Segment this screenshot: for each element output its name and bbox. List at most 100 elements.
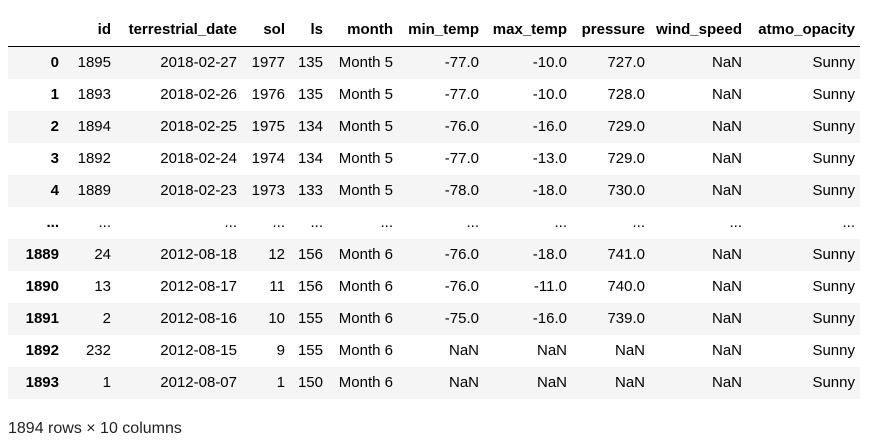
- cell-min-temp: -76.0: [444, 118, 479, 135]
- cell-max-temp: -10.0: [532, 54, 567, 71]
- cell-ls: 135: [297, 86, 323, 103]
- cell-max-temp: -16.0: [532, 118, 567, 135]
- cell-min-temp: NaN: [448, 342, 479, 359]
- cell-terrestrial-date: ...: [224, 214, 237, 231]
- cell-max-temp: -10.0: [532, 86, 567, 103]
- column-header-index: [8, 14, 64, 47]
- row-index: 1893: [25, 374, 59, 391]
- cell-ls: 134: [297, 150, 323, 167]
- row-index: 1890: [25, 278, 59, 295]
- cell-wind-speed: NaN: [711, 278, 742, 295]
- cell-wind-speed: NaN: [711, 86, 742, 103]
- cell-month: Month 5: [338, 118, 393, 135]
- cell-max-temp: NaN: [536, 342, 567, 359]
- cell-pressure: 728.0: [607, 86, 645, 103]
- table-row: 1892 232 2012-08-15 9 155 Month 6 NaN NaN NaN NaN…: [8, 335, 860, 367]
- cell-atmo-opacity: ...: [842, 214, 855, 231]
- cell-pressure: 730.0: [607, 182, 645, 199]
- column-header-pressure: pressure: [572, 14, 650, 47]
- table-header: id terrestrial_date sol ls month min_temp max_…: [8, 14, 860, 47]
- cell-terrestrial-date: 2018-02-23: [160, 182, 237, 199]
- table-row: 4 1889 2018-02-23 1973 133 Month 5 -78.0 -18.0 7…: [8, 175, 860, 207]
- cell-wind-speed: NaN: [711, 246, 742, 263]
- cell-atmo-opacity: Sunny: [812, 246, 855, 263]
- column-header-terrestrial-date: terrestrial_date: [116, 14, 242, 47]
- column-header-sol: sol: [242, 14, 290, 47]
- row-index: 1891: [25, 310, 59, 327]
- cell-atmo-opacity: Sunny: [812, 150, 855, 167]
- cell-min-temp: -76.0: [444, 278, 479, 295]
- cell-month: Month 5: [338, 150, 393, 167]
- cell-wind-speed: NaN: [711, 342, 742, 359]
- cell-pressure: ...: [632, 214, 645, 231]
- row-index: 1889: [25, 246, 59, 263]
- cell-id: 1894: [77, 118, 111, 135]
- cell-sol: 1975: [251, 118, 285, 135]
- cell-min-temp: -77.0: [444, 86, 479, 103]
- row-index: 2: [50, 118, 59, 135]
- header-row: id terrestrial_date sol ls month min_temp max_…: [8, 14, 860, 47]
- cell-sol: 1: [276, 374, 285, 391]
- table-row: 0 1895 2018-02-27 1977 135 Month 5 -77.0 -10.0 7…: [8, 46, 860, 79]
- cell-id: 1895: [77, 54, 111, 71]
- cell-month: Month 6: [338, 278, 393, 295]
- cell-id: 1: [102, 374, 111, 391]
- cell-terrestrial-date: 2012-08-15: [160, 342, 237, 359]
- cell-sol: 11: [269, 278, 285, 295]
- cell-id: 232: [85, 342, 111, 359]
- cell-id: 2: [102, 310, 111, 327]
- cell-atmo-opacity: Sunny: [812, 86, 855, 103]
- cell-atmo-opacity: Sunny: [812, 310, 855, 327]
- cell-atmo-opacity: Sunny: [812, 118, 855, 135]
- cell-atmo-opacity: Sunny: [812, 54, 855, 71]
- cell-sol: ...: [272, 214, 285, 231]
- column-header-max-temp: max_temp: [484, 14, 572, 47]
- cell-id: 1892: [77, 150, 111, 167]
- cell-pressure: 740.0: [607, 278, 645, 295]
- cell-ls: 133: [297, 182, 323, 199]
- cell-atmo-opacity: Sunny: [812, 374, 855, 391]
- cell-id: 1893: [77, 86, 111, 103]
- column-header-wind-speed: wind_speed: [650, 14, 747, 47]
- row-index: 4: [50, 182, 59, 199]
- table-row: .................................: [8, 207, 860, 239]
- cell-sol: 1977: [251, 54, 285, 71]
- table-row: 3 1892 2018-02-24 1974 134 Month 5 -77.0 -13.0 7…: [8, 143, 860, 175]
- cell-min-temp: -77.0: [444, 54, 479, 71]
- cell-month: Month 6: [338, 342, 393, 359]
- table-row: 1 1893 2018-02-26 1976 135 Month 5 -77.0 -10.0 7…: [8, 79, 860, 111]
- cell-ls: 155: [297, 342, 323, 359]
- cell-max-temp: ...: [554, 214, 567, 231]
- cell-ls: 156: [297, 246, 323, 263]
- cell-min-temp: ...: [466, 214, 479, 231]
- column-header-month: month: [328, 14, 398, 47]
- cell-terrestrial-date: 2018-02-24: [160, 150, 237, 167]
- cell-sol: 1976: [251, 86, 285, 103]
- cell-terrestrial-date: 2012-08-18: [160, 246, 237, 263]
- cell-terrestrial-date: 2018-02-27: [160, 54, 237, 71]
- cell-id: 13: [94, 278, 111, 295]
- row-index: 3: [50, 150, 59, 167]
- column-header-ls: ls: [290, 14, 328, 47]
- cell-ls: 150: [297, 374, 323, 391]
- table-row: 1891 2 2012-08-16 10 155 Month 6 -75.0 -16.0 739…: [8, 303, 860, 335]
- table-row: 2 1894 2018-02-25 1975 134 Month 5 -76.0 -16.0 7…: [8, 111, 860, 143]
- cell-ls: 135: [297, 54, 323, 71]
- cell-pressure: NaN: [614, 342, 645, 359]
- cell-min-temp: -77.0: [444, 150, 479, 167]
- table-body: 0 1895 2018-02-27 1977 135 Month 5 -77.0 -10.0 7…: [8, 46, 860, 399]
- cell-wind-speed: NaN: [711, 182, 742, 199]
- cell-sol: 1973: [251, 182, 285, 199]
- cell-wind-speed: NaN: [711, 374, 742, 391]
- cell-max-temp: -13.0: [532, 150, 567, 167]
- cell-wind-speed: NaN: [711, 150, 742, 167]
- row-index: 0: [50, 54, 59, 71]
- cell-terrestrial-date: 2012-08-17: [160, 278, 237, 295]
- cell-sol: 9: [276, 342, 285, 359]
- cell-max-temp: NaN: [536, 374, 567, 391]
- cell-pressure: 741.0: [607, 246, 645, 263]
- cell-min-temp: -76.0: [444, 246, 479, 263]
- cell-ls: ...: [310, 214, 323, 231]
- dataframe-table: id terrestrial_date sol ls month min_temp max_…: [8, 14, 860, 399]
- cell-ls: 134: [297, 118, 323, 135]
